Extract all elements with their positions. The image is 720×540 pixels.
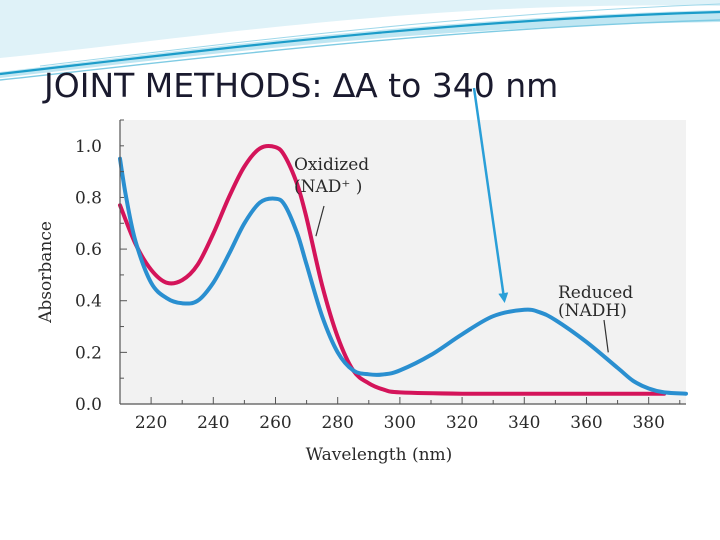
slide-title: JOINT METHODS: ∆A to 340 nm (44, 66, 559, 105)
x-tick-label: 260 (259, 413, 291, 433)
x-tick-label: 360 (570, 413, 602, 433)
x-axis-title: Wavelength (nm) (306, 445, 453, 465)
swoosh-light (0, 0, 720, 58)
absorbance-chart: 0.0 0.2 0.4 0.6 0.8 1.0 220 240 260 280 300 320 340 3… (28, 116, 688, 468)
swoosh-line-1 (0, 10, 720, 76)
series-line-oxidized-nad (118, 144, 667, 396)
y-axis-title: Absorbance (36, 221, 56, 324)
series-line-reduced-nadh (118, 156, 688, 396)
swoosh-line-3 (39, 3, 720, 67)
y-tick-label: 1.0 (75, 137, 102, 157)
annotation-oxidized-leader (315, 205, 325, 237)
annotation-oxidized-line-1: Oxidized (294, 155, 369, 175)
y-tick-label: 0.6 (75, 240, 102, 260)
annotation-reduced-leader (603, 319, 609, 353)
header-swoosh-decoration (0, 0, 720, 81)
annotation-reduced-line-1: Reduced (558, 283, 633, 303)
y-tick-label: 0.8 (75, 188, 102, 208)
x-tick-label: 340 (508, 413, 540, 433)
annotation-oxidized-line-2: (NAD⁺ ) (294, 177, 362, 197)
y-tick-label: 0.4 (75, 292, 102, 312)
chart-canvas: 0.0 0.2 0.4 0.6 0.8 1.0 220 240 260 280 300 320 340 3… (36, 119, 688, 465)
y-tick-label: 0.0 (75, 395, 102, 415)
annotation-reduced-line-2: (NADH) (558, 301, 627, 321)
x-tick-label: 380 (632, 413, 664, 433)
x-tick-label: 320 (446, 413, 478, 433)
plot-background (120, 120, 686, 404)
y-tick-label: 0.2 (75, 343, 102, 363)
x-tick-label: 220 (135, 413, 167, 433)
x-tick-label: 280 (321, 413, 353, 433)
swoosh-line-2 (0, 19, 720, 81)
x-tick-label: 300 (384, 413, 416, 433)
swoosh-band (0, 10, 720, 78)
x-tick-label: 240 (197, 413, 229, 433)
